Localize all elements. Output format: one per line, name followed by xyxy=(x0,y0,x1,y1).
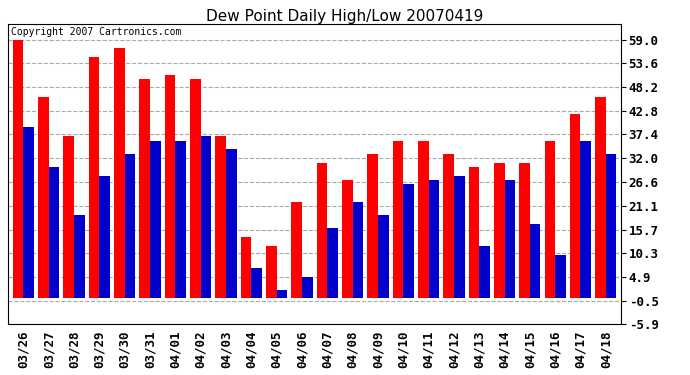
Bar xyxy=(327,228,338,298)
Bar xyxy=(353,202,363,298)
Bar xyxy=(125,154,135,298)
Bar xyxy=(519,162,530,298)
Bar xyxy=(201,136,211,298)
Bar xyxy=(302,277,313,298)
Bar xyxy=(277,290,287,298)
Bar xyxy=(74,215,85,298)
Bar xyxy=(606,154,616,298)
Bar xyxy=(378,215,388,298)
Bar xyxy=(504,180,515,298)
Bar xyxy=(454,176,464,298)
Bar xyxy=(241,237,251,298)
Bar xyxy=(570,114,580,298)
Bar xyxy=(544,141,555,298)
Bar xyxy=(480,246,490,298)
Bar xyxy=(469,167,480,298)
Bar xyxy=(63,136,74,298)
Bar xyxy=(403,184,414,298)
Bar xyxy=(190,79,201,298)
Bar xyxy=(99,176,110,298)
Bar xyxy=(428,180,440,298)
Bar xyxy=(342,180,353,298)
Bar xyxy=(530,224,540,298)
Bar xyxy=(89,57,99,298)
Bar xyxy=(251,268,262,298)
Bar xyxy=(367,154,378,298)
Bar xyxy=(393,141,403,298)
Bar xyxy=(226,149,237,298)
Bar xyxy=(595,97,606,298)
Bar xyxy=(23,128,34,298)
Bar xyxy=(114,48,125,298)
Bar xyxy=(266,246,277,298)
Bar xyxy=(555,255,566,298)
Bar xyxy=(49,167,59,298)
Bar xyxy=(139,79,150,298)
Bar xyxy=(443,154,454,298)
Bar xyxy=(165,75,175,298)
Bar xyxy=(317,162,327,298)
Bar xyxy=(175,141,186,298)
Text: Dew Point Daily High/Low 20070419: Dew Point Daily High/Low 20070419 xyxy=(206,9,484,24)
Bar xyxy=(418,141,428,298)
Text: Copyright 2007 Cartronics.com: Copyright 2007 Cartronics.com xyxy=(11,27,181,38)
Bar xyxy=(291,202,302,298)
Bar xyxy=(150,141,161,298)
Bar xyxy=(13,40,23,298)
Bar xyxy=(38,97,49,298)
Bar xyxy=(580,141,591,298)
Bar xyxy=(494,162,504,298)
Bar xyxy=(215,136,226,298)
